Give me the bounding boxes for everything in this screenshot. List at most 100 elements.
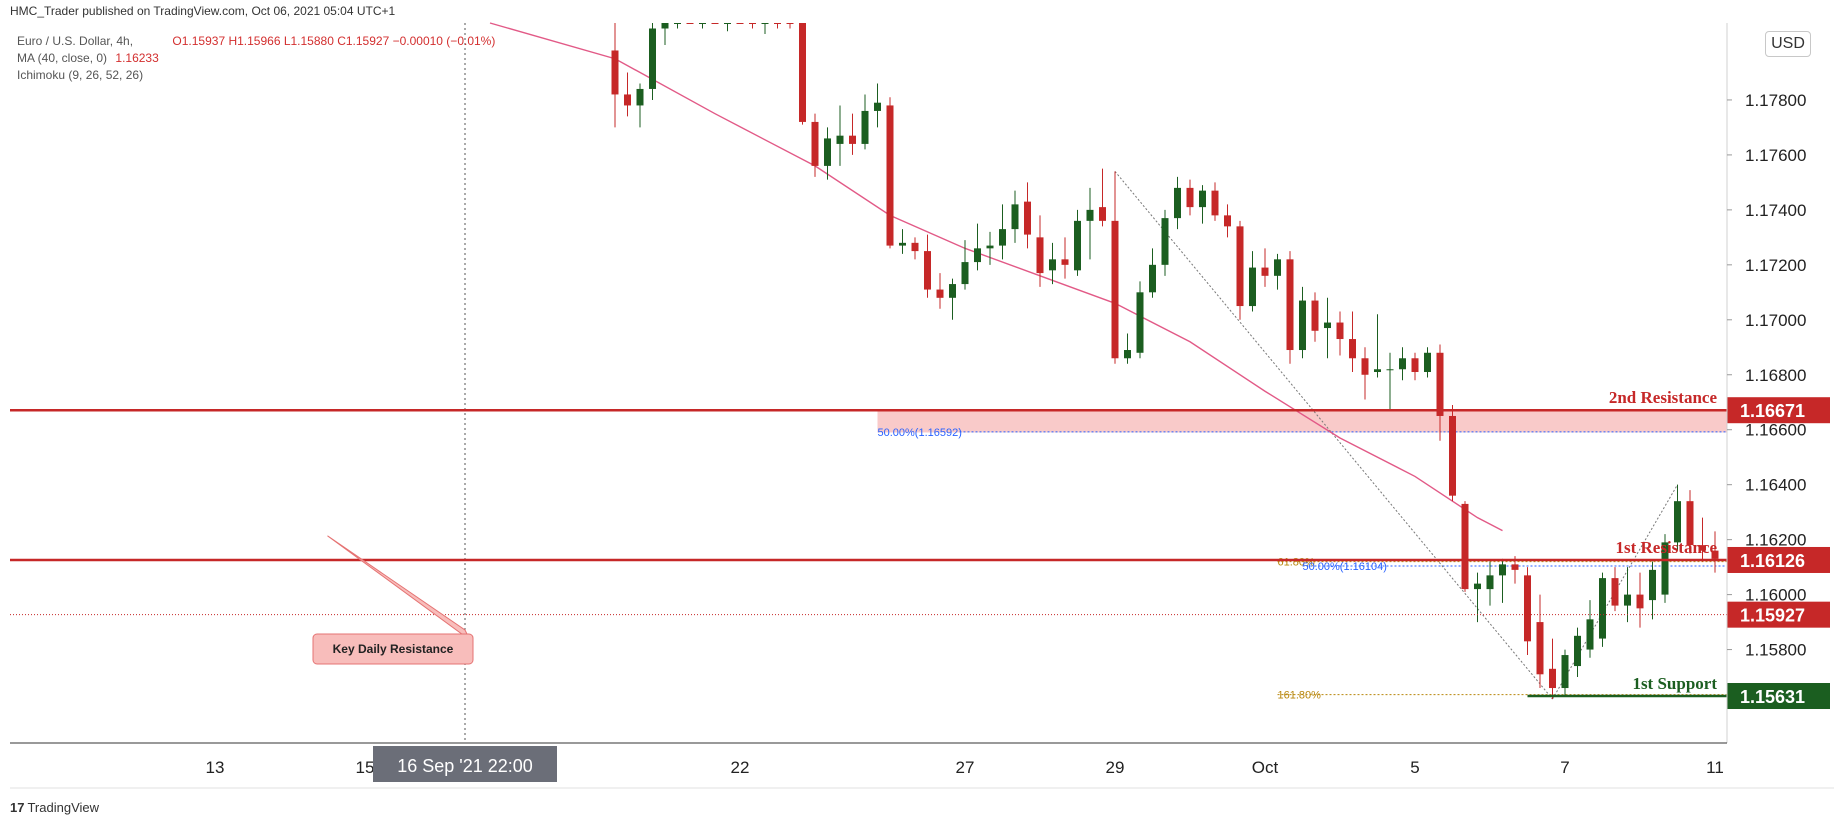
legend-symbol-row: Euro / U.S. Dollar, 4h, O1.15937 H1.1596… (17, 34, 495, 48)
candle-bullish (1486, 575, 1494, 590)
candle-bearish (911, 242, 919, 252)
legend-ohlc: O1.15937 H1.15966 L1.15880 C1.15927 −0.0… (172, 34, 496, 48)
y-tick-label: 1.17200 (1745, 256, 1806, 275)
tradingview-logo-icon: 17 (10, 800, 25, 815)
candle-bullish (699, 23, 706, 24)
candle-bearish (736, 23, 744, 24)
candle-bearish (1211, 190, 1219, 216)
tradingview-logo[interactable]: 17 TradingView (10, 800, 99, 815)
fib-label: 50.00%(1.16104) (1303, 561, 1387, 573)
candle-bullish (636, 88, 644, 106)
x-tick-label: Oct (1252, 758, 1279, 777)
candle-bullish (836, 135, 844, 144)
y-tick-label: 1.16800 (1745, 366, 1806, 385)
candle-bearish (1411, 358, 1419, 373)
resistance-zone (877, 410, 1727, 433)
candle-bullish (674, 23, 681, 24)
candle-bearish (924, 251, 931, 290)
candle-bullish (1136, 292, 1144, 353)
candle-bullish (1574, 635, 1581, 667)
candle-bearish (774, 23, 781, 24)
annotation-box (312, 633, 474, 665)
x-tick-label: 22 (731, 758, 750, 777)
candle-bearish (1536, 622, 1544, 675)
legend-symbol: Euro / U.S. Dollar, 4h, (17, 34, 134, 48)
x-tick-label: 5 (1410, 758, 1419, 777)
candle-bullish (1124, 350, 1131, 359)
currency-button[interactable]: USD (1765, 31, 1811, 57)
legend-ichimoku: Ichimoku (9, 26, 52, 26) (17, 68, 144, 82)
candle-bullish (1274, 259, 1281, 276)
candle-bullish (1586, 619, 1594, 650)
candle-bullish (1374, 369, 1381, 373)
candle-bearish (799, 23, 806, 122)
candle-bearish (1524, 575, 1531, 642)
candle-bullish (1049, 259, 1056, 271)
axes: 1.17800 1.17600 1.17400 1.17200 1.17000 1.168… (10, 23, 1834, 789)
candle-bullish (649, 28, 656, 89)
candle-bullish (1649, 569, 1656, 601)
y-tick-label: 1.16000 (1745, 586, 1806, 605)
candle-bullish (999, 229, 1006, 246)
candle-bullish (761, 23, 769, 24)
candle-bearish (1686, 501, 1694, 546)
legend-ma-row: MA (40, close, 0) 1.16233 (17, 51, 159, 65)
candle-bullish (1174, 187, 1181, 219)
candle-bearish (786, 23, 794, 24)
fib-label: 161.80% (1278, 690, 1322, 702)
crosshair-date-label: 16 Sep '21 22:00 (397, 756, 533, 776)
annotations: Key Daily Resistance (312, 535, 474, 665)
x-tick-label: 29 (1106, 758, 1125, 777)
publisher-header: HMC_Trader published on TradingView.com,… (10, 4, 396, 18)
candle-bearish (1261, 267, 1269, 276)
candle-bullish (1561, 655, 1569, 689)
candle-bearish (711, 23, 719, 24)
last-price-tag (1727, 601, 1830, 628)
candle-bullish (1249, 267, 1256, 307)
candle-bearish (1636, 594, 1644, 609)
candle-bearish (1186, 187, 1194, 208)
candle-bullish (1386, 369, 1394, 371)
price-levels: 2nd Resistance 1.16671 1st Resistance 1.161… (10, 388, 1830, 710)
candle-bullish (961, 262, 969, 285)
candle-bearish (1311, 300, 1319, 331)
candle-bearish (1461, 503, 1469, 590)
candlestick-series (611, 23, 1719, 700)
candle-bullish (824, 138, 831, 166)
candle-bearish (1449, 415, 1456, 496)
candle-bullish (661, 23, 669, 29)
level-name: 1st Resistance (1615, 538, 1717, 557)
candle-bearish (1111, 220, 1119, 359)
y-tick-label: 1.16600 (1745, 421, 1806, 440)
last-price-label: 1.15927 (1740, 606, 1805, 626)
x-tick-label: 7 (1560, 758, 1569, 777)
candle-bullish (1074, 220, 1081, 271)
y-tick-label: 1.16400 (1745, 476, 1806, 495)
moving-average-line (489, 22, 1503, 532)
candle-bullish (949, 284, 956, 298)
y-tick-label: 1.16200 (1745, 531, 1806, 550)
candle-bearish (1036, 237, 1044, 274)
y-tick-label: 1.15800 (1745, 641, 1806, 660)
resistance-zone-box (877, 410, 1727, 433)
candle-bullish (1499, 564, 1506, 576)
x-tick-label: 27 (956, 758, 975, 777)
candle-bullish (1624, 594, 1631, 606)
y-tick-label: 1.17800 (1745, 91, 1806, 110)
candle-bullish (974, 248, 981, 263)
candle-bearish (1099, 207, 1106, 221)
candle-bearish (1024, 201, 1031, 235)
candle-bearish (1699, 545, 1706, 551)
fib-label: 50.00%(1.16592) (878, 427, 962, 439)
candle-bearish (936, 289, 944, 298)
legend-ma-label: MA (40, close, 0) (17, 51, 108, 65)
candle-bullish (724, 23, 731, 24)
candle-bullish (1161, 218, 1169, 265)
x-tick-label: 11 (1706, 758, 1724, 777)
candle-bearish (611, 50, 619, 95)
level-name: 1st Support (1632, 674, 1717, 693)
candle-bullish (1299, 300, 1306, 351)
tradingview-logo-text: TradingView (27, 800, 100, 815)
y-tick-label: 1.17600 (1745, 146, 1806, 165)
